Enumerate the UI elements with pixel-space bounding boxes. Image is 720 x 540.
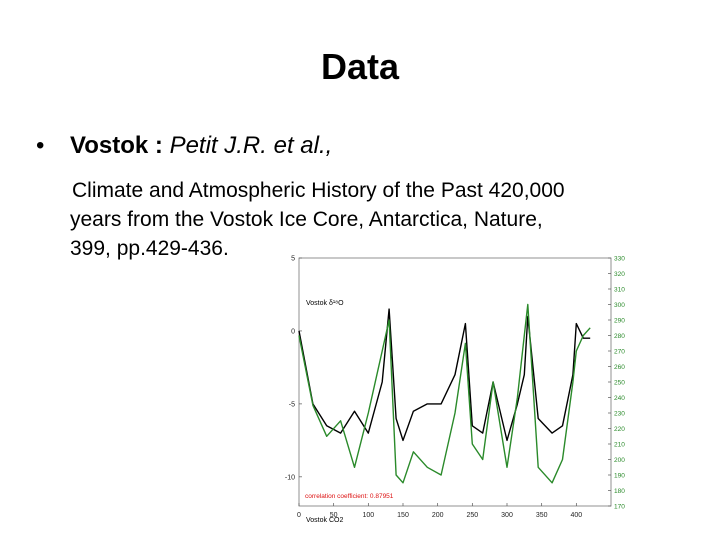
y-right-tick-label: 310 [614, 287, 625, 294]
chart-axes [298, 257, 612, 507]
y-left-tick-label: 5 [291, 256, 295, 263]
x-tick-label: 100 [362, 512, 374, 519]
y-right-tick-label: 280 [614, 333, 625, 340]
y-right-tick-label: 260 [614, 364, 625, 371]
y-right-tick-label: 300 [614, 302, 625, 309]
reference-line: years from the Vostok Ice Core, Antarcti… [70, 208, 543, 231]
x-tick-label: 0 [297, 512, 301, 519]
bullet-separator: : [148, 132, 170, 159]
series-label: Vostok δ¹⁸O [306, 300, 344, 307]
y-right-tick-label: 230 [614, 411, 625, 418]
bullet-citation: Petit J.R. et al., [169, 132, 333, 159]
plot-frame [298, 257, 612, 507]
x-tick-label: 350 [536, 512, 548, 519]
y-right-tick-label: 250 [614, 380, 625, 387]
y-right-tick-label: 180 [614, 488, 625, 495]
y-right-tick-label: 190 [614, 473, 625, 480]
vostok-chart: 0 50 100 150 200 250 300 350 40050-5-10330320310… [285, 256, 625, 525]
chart-labels: 0 50 100 150 200 250 300 350 40050-5-10330320310… [285, 256, 625, 525]
x-tick-label: 200 [432, 512, 444, 519]
series-line [298, 303, 591, 484]
x-tick-label: 150 [397, 512, 409, 519]
y-right-tick-label: 220 [614, 426, 625, 433]
reference-line: 399, pp.429-436. [70, 237, 229, 260]
y-left-tick-label: -10 [285, 474, 295, 481]
bullet-dot-icon: • [36, 132, 45, 159]
bullet-item: • Vostok : Petit J.R. et al., [36, 132, 332, 160]
y-right-tick-label: 210 [614, 442, 625, 449]
x-tick-label: 300 [501, 512, 513, 519]
y-right-tick-label: 240 [614, 395, 625, 402]
bullet-label: Vostok [70, 132, 149, 159]
series-label: Vostok CO2 [306, 517, 343, 524]
y-right-tick-label: 270 [614, 349, 625, 356]
chart-annotation: correlation coefficient: 0.87951 [305, 493, 394, 500]
y-right-tick-label: 200 [614, 457, 625, 464]
series-line [298, 308, 591, 442]
reference-text: Climate and Atmospheric History of the P… [70, 176, 670, 263]
reference-line: Climate and Atmospheric History of the P… [72, 179, 565, 202]
y-right-tick-label: 320 [614, 271, 625, 278]
x-tick-label: 50 [330, 512, 338, 519]
y-right-tick-label: 170 [614, 504, 625, 511]
y-right-tick-label: 330 [614, 256, 625, 263]
slide-title: Data [320, 46, 400, 87]
y-left-tick-label: -5 [289, 401, 295, 408]
x-tick-label: 400 [570, 512, 582, 519]
y-left-tick-label: 0 [291, 328, 295, 335]
y-right-tick-label: 290 [614, 318, 625, 325]
x-tick-label: 250 [466, 512, 478, 519]
chart-marks [298, 303, 591, 484]
